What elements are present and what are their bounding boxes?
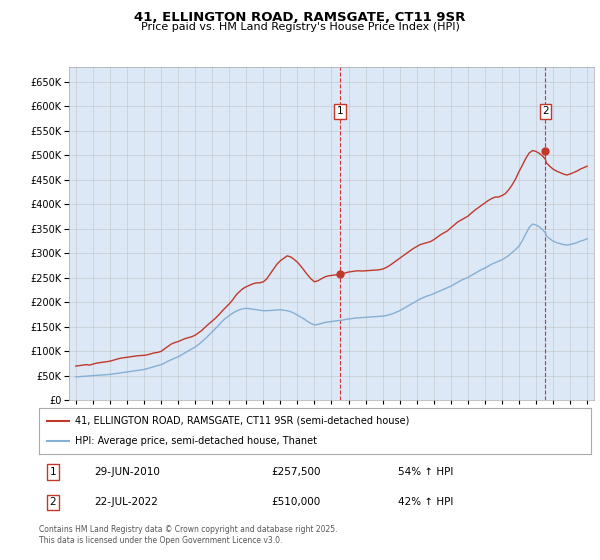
Text: HPI: Average price, semi-detached house, Thanet: HPI: Average price, semi-detached house,…	[75, 436, 317, 446]
Text: 41, ELLINGTON ROAD, RAMSGATE, CT11 9SR (semi-detached house): 41, ELLINGTON ROAD, RAMSGATE, CT11 9SR (…	[75, 416, 409, 426]
Text: 1: 1	[337, 106, 343, 116]
Text: Price paid vs. HM Land Registry's House Price Index (HPI): Price paid vs. HM Land Registry's House …	[140, 22, 460, 32]
Text: 41, ELLINGTON ROAD, RAMSGATE, CT11 9SR: 41, ELLINGTON ROAD, RAMSGATE, CT11 9SR	[134, 11, 466, 24]
Text: 54% ↑ HPI: 54% ↑ HPI	[398, 467, 453, 477]
Text: £257,500: £257,500	[271, 467, 320, 477]
Text: Contains HM Land Registry data © Crown copyright and database right 2025.
This d: Contains HM Land Registry data © Crown c…	[39, 525, 337, 545]
Text: 1: 1	[49, 467, 56, 477]
Text: 29-JUN-2010: 29-JUN-2010	[94, 467, 160, 477]
Text: 22-JUL-2022: 22-JUL-2022	[94, 497, 158, 507]
Text: 2: 2	[49, 497, 56, 507]
Text: 42% ↑ HPI: 42% ↑ HPI	[398, 497, 453, 507]
Text: £510,000: £510,000	[271, 497, 320, 507]
Text: 2: 2	[542, 106, 549, 116]
